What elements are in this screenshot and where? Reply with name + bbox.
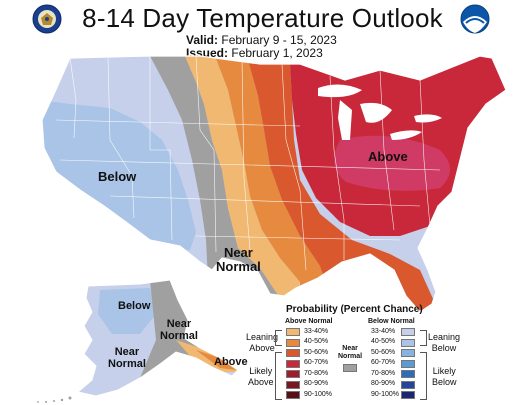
legend-likely-above: Likely Above (248, 366, 274, 388)
aleutian-islands (37, 396, 72, 403)
legend-near-header-line1: Near (342, 345, 358, 352)
legend-bracket-likely-below (420, 352, 427, 400)
label-ak-near-west-line2: Normal (108, 358, 146, 370)
label-ak-near-east-line1: Near (166, 318, 192, 330)
label-west-below: Below (98, 169, 137, 184)
legend-above-swatch (286, 359, 300, 368)
legend-below-swatch (401, 328, 415, 336)
legend-leaning-below-line2: Below (431, 343, 457, 353)
legend-above-range: 70-80% (304, 369, 329, 377)
legend-below-header: Below Normal (368, 318, 415, 325)
legend-below-range: 90-100% (371, 390, 400, 398)
legend-above-swatch (286, 328, 300, 336)
legend-above-swatch (286, 391, 300, 399)
legend-below-range: 60-70% (371, 359, 396, 366)
label-ak-below: Below (118, 300, 151, 312)
legend-bracket-leaning-below (420, 330, 427, 346)
legend-likely-above-line1: Likely (249, 366, 273, 376)
legend-above-range: 90-100% (304, 390, 333, 398)
legend-near-header-line2: Normal (338, 353, 363, 360)
legend-likely-below: Likely Below (432, 366, 457, 388)
valid-label: Valid: (186, 33, 219, 47)
page-title: 8-14 Day Temperature Outlook (82, 3, 443, 33)
legend-leaning-above-line1: Leaning (246, 332, 279, 342)
state-borders (55, 55, 441, 271)
legend-likely-below-line2: Below (432, 377, 457, 387)
legend-near-swatch (343, 364, 357, 372)
label-ak-near-east: Near Normal (160, 318, 198, 342)
legend-likely-below-line1: Likely (432, 366, 456, 376)
issued-date: Issued: February 1, 2023 (186, 46, 323, 60)
legend-above-swatch (286, 380, 300, 389)
legend-below-range: 50-60% (371, 348, 396, 356)
legend-bracket-leaning-above (275, 330, 282, 346)
noaa-logo-icon (460, 4, 490, 34)
legend-leaning-above-line2: Above (249, 343, 275, 353)
great-lakes (318, 84, 442, 140)
legend-below-range: 70-80% (371, 369, 396, 377)
legend-above-swatch (286, 349, 300, 357)
label-central-near: Near Normal (216, 246, 261, 274)
label-ak-near-west-line1: Near (114, 346, 140, 358)
issued-value: February 1, 2023 (231, 46, 323, 60)
legend-below-range: 40-50% (371, 338, 396, 345)
legend-below-swatch (401, 338, 415, 347)
legend-below-swatch (401, 370, 415, 378)
label-ak-near-east-line2: Normal (160, 330, 198, 342)
label-ak-above: Above (214, 356, 248, 368)
legend-likely-above-line2: Above (248, 377, 274, 387)
legend-below-range: 33-40% (371, 327, 396, 335)
doc-seal-icon (32, 4, 62, 34)
label-central-near-line1: Near (223, 245, 253, 260)
legend-leaning-below-line1: Leaning (428, 332, 461, 342)
legend-above-header: Above Normal (285, 318, 333, 325)
legend-above-range: 40-50% (304, 338, 329, 345)
legend-below-swatch (401, 380, 415, 389)
legend-above-range: 33-40% (304, 327, 329, 335)
legend-above-swatch (286, 370, 300, 378)
legend-title: Probability (Percent Chance) (286, 304, 423, 315)
legend-above-swatch (286, 338, 300, 347)
legend-leaning-below: Leaning Below (428, 332, 460, 354)
legend-above-range: 80-90% (304, 380, 329, 387)
legend-below-swatch (401, 349, 415, 357)
valid-dates: Valid: February 9 - 15, 2023 (186, 33, 337, 47)
legend-below-range: 80-90% (371, 380, 396, 387)
conus-regions (42, 56, 506, 312)
label-east-above: Above (368, 149, 408, 164)
legend-leaning-above: Leaning Above (246, 332, 278, 354)
legend-below-swatch (401, 359, 415, 368)
label-ak-near-west: Near Normal (108, 346, 146, 370)
legend-bracket-likely-above (275, 352, 282, 400)
legend-near-header: Near Normal (338, 345, 362, 361)
valid-value: February 9 - 15, 2023 (221, 33, 337, 47)
label-central-near-line2: Normal (216, 259, 261, 274)
legend-below-swatch (401, 391, 415, 399)
legend-above-range: 60-70% (304, 359, 329, 366)
legend-above-range: 50-60% (304, 348, 329, 356)
